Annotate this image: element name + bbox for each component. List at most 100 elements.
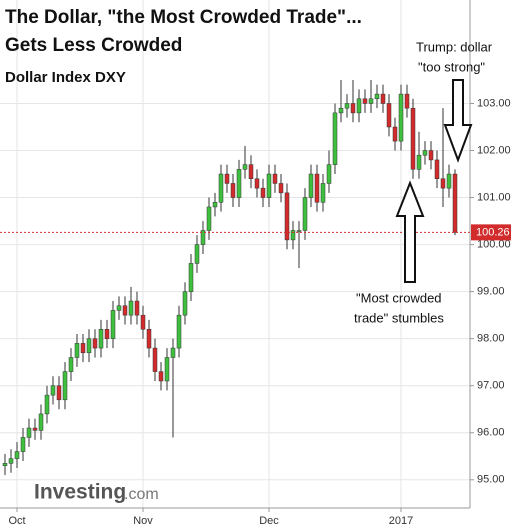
arrow-down bbox=[443, 79, 473, 163]
candle-body bbox=[236, 169, 242, 198]
candle-body bbox=[380, 93, 386, 104]
y-tick-label: 96.00 bbox=[477, 427, 505, 439]
x-tick-label: Dec bbox=[259, 515, 279, 527]
candle-body bbox=[416, 154, 422, 170]
annotation: trade" stumbles bbox=[354, 310, 444, 325]
arrow-up bbox=[395, 180, 425, 283]
candle-body bbox=[98, 329, 104, 349]
y-tick-label: 99.00 bbox=[477, 286, 505, 298]
candle-body bbox=[50, 385, 56, 396]
y-tick-label: 95.00 bbox=[477, 474, 505, 486]
candle-body bbox=[338, 107, 344, 114]
candle-body bbox=[170, 347, 176, 358]
candle-body bbox=[56, 385, 62, 401]
candle-body bbox=[8, 458, 14, 464]
candle-body bbox=[146, 329, 152, 349]
candle-body bbox=[260, 187, 266, 198]
y-tick-label: 98.00 bbox=[477, 333, 505, 345]
candle-body bbox=[62, 371, 68, 401]
candle-body bbox=[386, 103, 392, 128]
y-tick-label: 100.00 bbox=[477, 238, 511, 250]
candle-body bbox=[374, 93, 380, 100]
candle-body bbox=[110, 310, 116, 339]
candle-body bbox=[188, 263, 194, 292]
candle-body bbox=[284, 192, 290, 241]
candle-body bbox=[332, 112, 338, 165]
watermark: .com bbox=[124, 486, 159, 503]
candle-body bbox=[14, 451, 20, 459]
candle-body bbox=[422, 150, 428, 156]
candle-body bbox=[314, 173, 320, 203]
candle-body bbox=[122, 305, 128, 316]
annotation: "Most crowded bbox=[356, 290, 442, 305]
price-label: 100.26 bbox=[476, 226, 510, 238]
candle-body bbox=[248, 164, 254, 179]
candle-body bbox=[344, 103, 350, 109]
candle-body bbox=[128, 300, 134, 316]
candle-body bbox=[398, 93, 404, 142]
candles bbox=[0, 79, 470, 476]
candle-body bbox=[296, 230, 302, 232]
candle-body bbox=[176, 314, 182, 349]
candle-body bbox=[200, 230, 206, 245]
candle-body bbox=[230, 183, 236, 198]
candle-body bbox=[308, 173, 314, 198]
x-tick-label: 2017 bbox=[389, 515, 413, 527]
candle-body bbox=[224, 173, 230, 184]
candle-body bbox=[116, 305, 122, 311]
title-line: The Dollar, "the Most Crowded Trade"... bbox=[5, 7, 362, 28]
candle-body bbox=[290, 230, 296, 241]
candle-body bbox=[212, 202, 218, 208]
candle-body bbox=[182, 291, 188, 316]
candle-body bbox=[368, 98, 374, 104]
grid bbox=[0, 0, 470, 508]
candle-body bbox=[272, 173, 278, 184]
candle-body bbox=[218, 173, 224, 203]
annotation: "too strong" bbox=[418, 59, 485, 74]
candle-body bbox=[434, 159, 440, 179]
candle-body bbox=[428, 150, 434, 161]
candle-body bbox=[20, 437, 26, 452]
price-tag bbox=[471, 224, 511, 241]
candle-body bbox=[362, 98, 368, 104]
candle-body bbox=[80, 343, 86, 354]
annotation: Trump: dollar bbox=[416, 39, 493, 54]
watermark: Investing bbox=[34, 481, 126, 504]
candle-body bbox=[152, 347, 158, 372]
candle-body bbox=[26, 427, 32, 438]
y-tick-label: 102.00 bbox=[477, 144, 511, 156]
title-line: Gets Less Crowded bbox=[5, 35, 182, 56]
axis: 95.00 96.00 97.00 98.00 99.00 100.00 101.00 102… bbox=[8, 97, 511, 527]
candle-body bbox=[194, 244, 200, 264]
candle-body bbox=[356, 98, 362, 114]
candle-body bbox=[2, 463, 8, 466]
candle-body bbox=[404, 93, 410, 109]
candle-body bbox=[266, 173, 272, 198]
candle-body bbox=[164, 357, 170, 382]
x-tick-label: Nov bbox=[133, 515, 153, 527]
candle-body bbox=[206, 206, 212, 231]
candle-body bbox=[446, 173, 452, 189]
candle-body bbox=[440, 178, 446, 189]
candle-body bbox=[74, 343, 80, 358]
candle-body bbox=[302, 197, 308, 231]
y-tick-label: 103.00 bbox=[477, 97, 511, 109]
candle-body bbox=[92, 338, 98, 349]
candle-body bbox=[134, 300, 140, 316]
candle-body bbox=[254, 178, 260, 189]
candle-body bbox=[392, 126, 398, 142]
candle-body bbox=[350, 103, 356, 114]
candle-body bbox=[320, 183, 326, 203]
candle-body bbox=[242, 164, 248, 170]
candle-body bbox=[104, 329, 110, 339]
x-tick-label: Oct bbox=[8, 515, 25, 527]
candle-body bbox=[410, 107, 416, 170]
candle-body bbox=[278, 183, 284, 194]
candle-body bbox=[32, 427, 38, 431]
candle-body bbox=[68, 357, 74, 372]
y-tick-label: 101.00 bbox=[477, 191, 511, 203]
candle-body bbox=[38, 413, 44, 431]
